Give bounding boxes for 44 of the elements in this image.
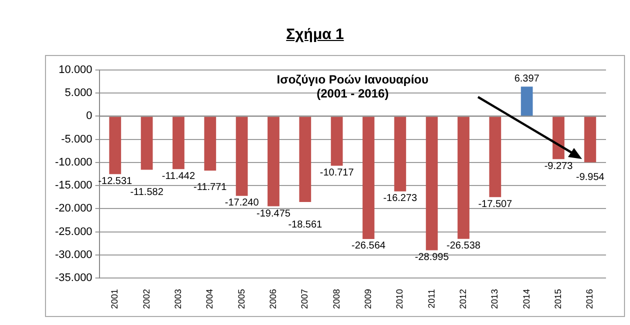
x-tick-label: 2001 [110,288,120,310]
data-label: -9.273 [544,160,574,172]
text: Ισοζύγιο Ροών Ιανουαρίου (2001 - 2016) [276,72,429,100]
data-label: -28.995 [414,252,450,263]
y-tick-label: -10.000 [54,156,92,168]
y-tick-label: -20.000 [54,202,92,215]
x-tick-label: 2013 [490,288,500,310]
y-tick-label: -25.000 [54,226,92,238]
x-tick-label: 2012 [458,288,468,310]
y-tick-label: -5.000 [61,133,92,146]
y-tick-label: -30.000 [54,248,92,261]
x-tick-label: 2006 [268,288,278,310]
x-tick-label: 2002 [141,288,152,310]
x-tick-label: 2005 [236,288,246,310]
data-label: -17.507 [478,198,513,210]
data-label: -18.561 [288,220,323,231]
y-tick-label: 5.000 [64,87,92,100]
data-label: -17.240 [224,198,260,209]
y-tick-label: 10.000 [58,64,92,76]
x-tick-label: 2011 [426,288,436,308]
y-tick-label: 0 [86,110,92,122]
chart-title: Σχήμα 1 [285,26,345,43]
x-tick-label: 2010 [394,288,405,310]
data-label: -11.442 [162,170,196,182]
data-label: -12.531 [98,176,133,187]
x-tick-label: 2003 [172,288,183,310]
data-label: -16.273 [383,193,418,204]
y-tick-label: -35.000 [54,272,92,284]
x-tick-label: 2008 [331,288,342,310]
data-label: 6.397 [514,73,540,84]
y-tick-label: -15.000 [54,180,92,192]
x-tick-label: 2016 [584,288,595,310]
data-label: -26.564 [352,240,386,252]
x-tick-label: 2014 [521,288,532,310]
data-label: -11.582 [130,186,164,198]
data-label: -26.538 [446,240,481,252]
x-tick-label: 2015 [552,288,563,310]
x-tick-label: 2004 [204,288,215,310]
data-label: -11.771 [194,182,228,193]
data-label: -9.954 [576,172,605,183]
data-label: -19.475 [256,208,291,220]
x-tick-label: 2009 [362,288,373,310]
x-tick-label: 2007 [300,288,310,310]
data-label: -10.717 [320,168,354,178]
